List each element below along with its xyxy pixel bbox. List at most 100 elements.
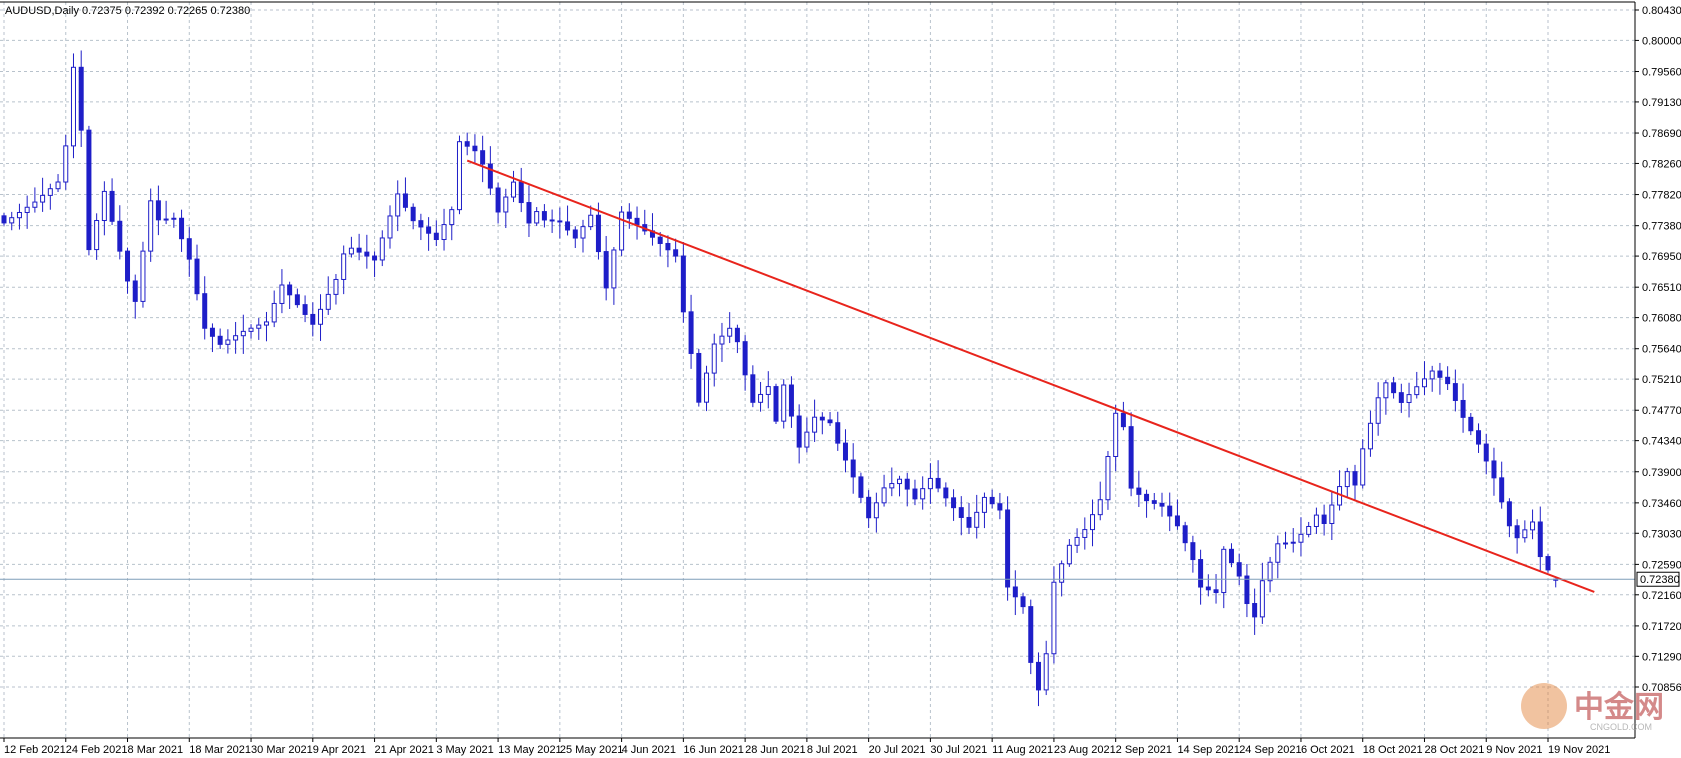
candle-body bbox=[858, 476, 864, 498]
y-tick-label: 0.72160 bbox=[1642, 590, 1681, 602]
resistance-trendline bbox=[466, 159, 1595, 593]
y-tick-label: 0.71290 bbox=[1642, 651, 1681, 663]
current-price-box bbox=[1636, 571, 1680, 587]
candle-body bbox=[148, 200, 154, 252]
candle-body bbox=[209, 327, 215, 337]
candle-body bbox=[256, 324, 262, 329]
candle-body bbox=[86, 129, 92, 251]
candle-body bbox=[742, 341, 748, 376]
candle-body bbox=[240, 330, 246, 337]
candle-body bbox=[1221, 548, 1227, 594]
candle-body bbox=[673, 249, 679, 257]
y-tick-label: 0.77820 bbox=[1642, 190, 1681, 202]
candle-body bbox=[626, 211, 632, 219]
candle-body bbox=[796, 415, 802, 448]
candle-body bbox=[773, 386, 779, 422]
candle-body bbox=[1005, 509, 1011, 588]
x-tick-label: 24 Sep 2021 bbox=[1239, 744, 1301, 756]
candle-body bbox=[55, 181, 61, 190]
candle-body bbox=[1514, 525, 1520, 539]
y-tick-label: 0.80430 bbox=[1642, 5, 1681, 17]
candle-body bbox=[842, 442, 848, 461]
candle-body bbox=[302, 304, 308, 315]
y-tick-label: 0.73900 bbox=[1642, 467, 1681, 479]
candle-body bbox=[179, 217, 185, 240]
candle-body bbox=[1174, 515, 1180, 527]
candle-body bbox=[518, 181, 524, 204]
y-tick-label: 0.78260 bbox=[1642, 158, 1681, 170]
candle-body bbox=[812, 416, 818, 433]
x-tick-label: 14 Sep 2021 bbox=[1177, 744, 1239, 756]
y-tick-label: 0.76510 bbox=[1642, 282, 1681, 294]
candle-body bbox=[32, 201, 38, 208]
candle-body bbox=[1252, 603, 1258, 618]
candle-body bbox=[873, 502, 879, 519]
candle-body bbox=[472, 145, 478, 152]
candle-body bbox=[1259, 580, 1265, 618]
candle-body bbox=[1421, 378, 1427, 388]
candle-body bbox=[1283, 542, 1289, 545]
time-axis[interactable]: 12 Feb 2021 24 Feb 2021 8 Mar 2021 18 Mar 2… bbox=[3, 738, 1610, 756]
x-tick-label: 19 Nov 2021 bbox=[1548, 744, 1610, 756]
trendline-group bbox=[466, 159, 1595, 593]
x-tick-label: 16 Jun 2021 bbox=[683, 744, 744, 756]
candle-body bbox=[263, 321, 269, 326]
candle-body bbox=[379, 237, 385, 261]
candle-body bbox=[70, 66, 76, 147]
candle-body bbox=[217, 335, 223, 345]
candle-body bbox=[904, 478, 910, 490]
y-tick-label: 0.79130 bbox=[1642, 97, 1681, 109]
candle-body bbox=[294, 294, 300, 306]
watermark: 中金网 CNGOLD.COM bbox=[1521, 683, 1664, 732]
y-tick-label: 0.75640 bbox=[1642, 344, 1681, 356]
candle-body bbox=[225, 339, 231, 345]
candle-body bbox=[1406, 394, 1412, 403]
candle-body bbox=[94, 220, 100, 251]
candle-body bbox=[1275, 543, 1281, 563]
candle-body bbox=[449, 209, 455, 226]
candle-body bbox=[958, 507, 964, 518]
candle-body bbox=[1244, 575, 1250, 605]
candle-body bbox=[1530, 521, 1536, 531]
y-tick-label: 0.79560 bbox=[1642, 67, 1681, 79]
candles-group bbox=[1, 50, 1559, 707]
x-tick-label: 13 May 2021 bbox=[498, 744, 562, 756]
candle-body bbox=[804, 431, 810, 448]
candle-body bbox=[1159, 502, 1165, 507]
candle-body bbox=[1460, 399, 1466, 418]
candle-body bbox=[935, 477, 941, 489]
price-axis[interactable]: 0.80430 0.80000 0.79560 0.79130 0.78690 0.782… bbox=[1635, 5, 1681, 694]
candle-body bbox=[912, 488, 918, 500]
candle-body bbox=[1452, 383, 1458, 401]
candle-body bbox=[927, 477, 933, 490]
candle-body bbox=[1035, 661, 1041, 691]
candle-body bbox=[881, 487, 887, 504]
candle-body bbox=[163, 218, 169, 221]
candle-body bbox=[40, 194, 46, 203]
candle-body bbox=[688, 311, 694, 354]
candle-body bbox=[981, 496, 987, 513]
candle-body bbox=[665, 242, 671, 251]
candle-body bbox=[287, 284, 293, 296]
candle-body bbox=[750, 374, 756, 403]
candle-body bbox=[1205, 586, 1211, 591]
candle-body bbox=[356, 247, 362, 253]
x-tick-label: 23 Aug 2021 bbox=[1054, 744, 1116, 756]
candle-body bbox=[727, 327, 733, 337]
candle-body bbox=[680, 255, 686, 313]
candle-body bbox=[1437, 370, 1443, 378]
candle-body bbox=[765, 386, 771, 395]
x-tick-label: 25 May 2021 bbox=[560, 744, 624, 756]
candle-body bbox=[1344, 471, 1350, 488]
candle-body bbox=[974, 511, 980, 528]
y-tick-label: 0.71720 bbox=[1642, 621, 1681, 633]
candle-body bbox=[827, 419, 833, 424]
y-tick-label: 0.74770 bbox=[1642, 405, 1681, 417]
candle-body bbox=[1213, 589, 1219, 594]
candle-body bbox=[1522, 529, 1528, 539]
current-price-label: 0.72380 bbox=[1640, 574, 1680, 586]
candle-body bbox=[758, 393, 764, 403]
candle-body bbox=[171, 217, 177, 220]
